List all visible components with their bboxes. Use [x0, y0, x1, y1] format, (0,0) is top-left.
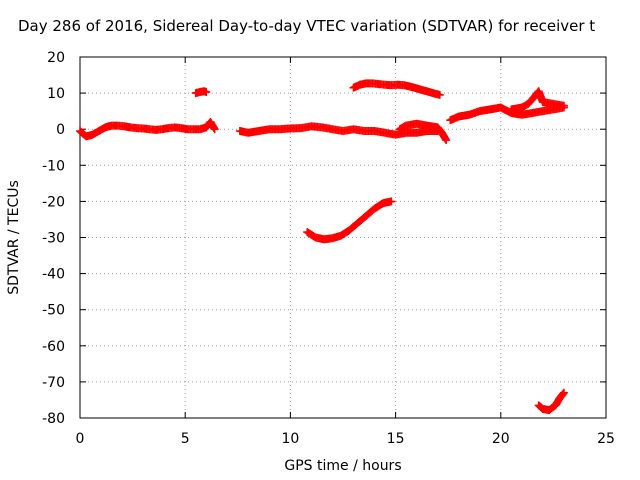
- x-axis-label: GPS time / hours: [284, 458, 401, 474]
- y-tick-label: 10: [47, 86, 65, 102]
- data-point-marker: [559, 101, 568, 110]
- data-point-marker: [387, 197, 396, 206]
- axis-ticks: 0 5 10 15 20 25 20 10 0 -10 -20 -30 -40 -50 -60 -70 -80: [42, 50, 615, 447]
- x-tick-label: 20: [492, 431, 510, 447]
- x-tick-label: 10: [281, 431, 299, 447]
- y-tick-label: 20: [47, 50, 65, 66]
- chart-title: Day 286 of 2016, Sidereal Day-to-day VTE…: [18, 17, 596, 35]
- y-tick-label: -40: [42, 267, 65, 283]
- data-point-marker: [442, 136, 451, 145]
- data-point-marker: [559, 389, 568, 398]
- x-tick-label: 5: [181, 431, 190, 447]
- y-tick-label: -10: [42, 158, 65, 174]
- y-tick-label: 0: [56, 122, 65, 138]
- data-points: [76, 79, 568, 415]
- data-point-marker: [210, 125, 219, 134]
- data-point-marker: [559, 388, 568, 397]
- y-axis-label: SDTVAR / TECUs: [6, 180, 22, 295]
- x-tick-label: 0: [76, 431, 85, 447]
- x-tick-label: 25: [597, 431, 615, 447]
- data-point-marker: [202, 88, 211, 97]
- y-tick-label: -20: [42, 194, 65, 210]
- y-tick-label: -70: [42, 375, 65, 391]
- y-tick-label: -80: [42, 411, 65, 427]
- y-tick-label: -50: [42, 303, 65, 319]
- y-tick-label: -60: [42, 339, 65, 355]
- x-tick-label: 15: [387, 431, 405, 447]
- y-tick-label: -30: [42, 231, 65, 247]
- data-point-marker: [435, 90, 444, 99]
- grid-lines: [80, 57, 606, 418]
